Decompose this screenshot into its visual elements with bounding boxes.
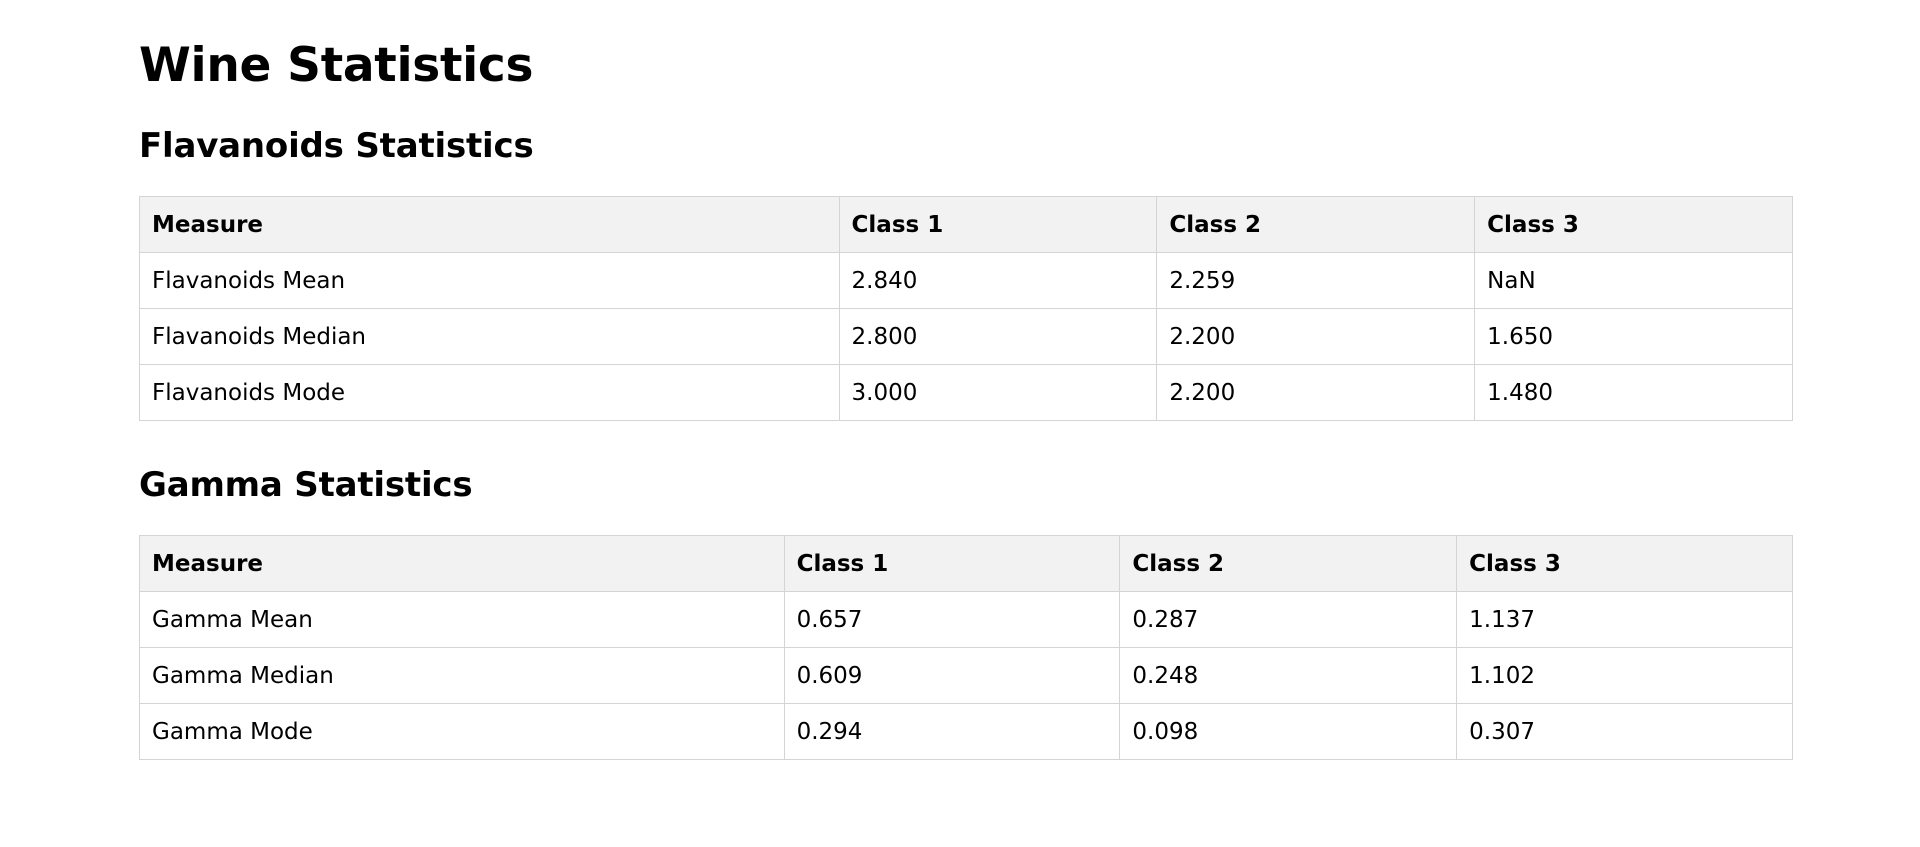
table-cell: Flavanoids Median [139,308,840,365]
column-header: Measure [139,535,785,592]
flavanoids-table: Measure Class 1 Class 2 Class 3 Flavanoi… [139,196,1793,421]
table-cell: 1.480 [1474,364,1793,421]
gamma-section-title: Gamma Statistics [139,465,473,505]
table-cell: Flavanoids Mean [139,252,840,309]
column-header: Class 1 [783,535,1121,592]
table-cell: Gamma Median [139,647,785,704]
table-row: Flavanoids Mean 2.840 2.259 NaN [139,252,1793,309]
table-cell: 0.307 [1456,703,1793,760]
table-cell: 0.294 [783,703,1121,760]
table-cell: 2.200 [1156,364,1476,421]
flavanoids-section-title: Flavanoids Statistics [139,126,534,166]
column-header: Class 3 [1456,535,1793,592]
table-row: Flavanoids Median 2.800 2.200 1.650 [139,308,1793,365]
table-row: Gamma Mean 0.657 0.287 1.137 [139,591,1793,648]
table-cell: 0.609 [783,647,1121,704]
table-header-row: Measure Class 1 Class 2 Class 3 [139,535,1793,592]
table-cell: 2.259 [1156,252,1476,309]
table-cell: Gamma Mode [139,703,785,760]
table-row: Flavanoids Mode 3.000 2.200 1.480 [139,364,1793,421]
table-row: Gamma Median 0.609 0.248 1.102 [139,647,1793,704]
table-cell: 0.287 [1119,591,1458,648]
column-header: Class 2 [1119,535,1458,592]
table-cell: 0.098 [1119,703,1458,760]
table-row: Gamma Mode 0.294 0.098 0.307 [139,703,1793,760]
table-cell: 0.248 [1119,647,1458,704]
column-header: Class 1 [838,196,1158,253]
table-cell: 2.200 [1156,308,1476,365]
table-cell: 1.102 [1456,647,1793,704]
gamma-table: Measure Class 1 Class 2 Class 3 Gamma Me… [139,535,1793,760]
table-cell: 1.137 [1456,591,1793,648]
table-cell: Gamma Mean [139,591,785,648]
table-cell: 1.650 [1474,308,1793,365]
table-cell: 2.840 [838,252,1158,309]
table-cell: NaN [1474,252,1793,309]
table-header-row: Measure Class 1 Class 2 Class 3 [139,196,1793,253]
page-title: Wine Statistics [139,38,534,93]
page: Wine Statistics Flavanoids Statistics Me… [139,38,1793,760]
column-header: Measure [139,196,840,253]
table-cell: 2.800 [838,308,1158,365]
table-cell: Flavanoids Mode [139,364,840,421]
table-cell: 0.657 [783,591,1121,648]
table-cell: 3.000 [838,364,1158,421]
column-header: Class 2 [1156,196,1476,253]
column-header: Class 3 [1474,196,1793,253]
